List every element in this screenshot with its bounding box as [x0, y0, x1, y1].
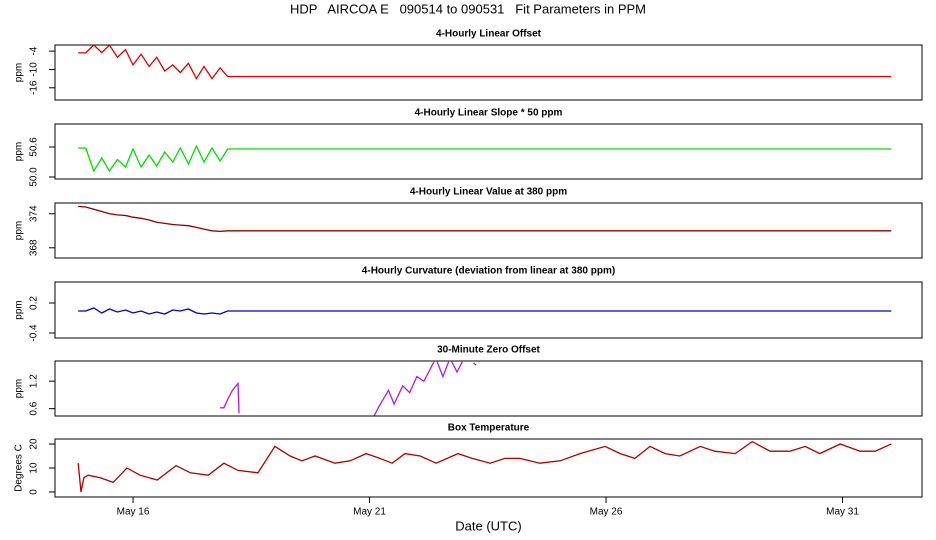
y-tick-label: 0.2 — [29, 296, 40, 310]
panel-title: 4-Hourly Curvature (deviation from linea… — [362, 266, 615, 277]
y-axis-label: ppm — [14, 63, 25, 82]
y-axis-label: ppm — [14, 142, 25, 161]
panel-title: 4-Hourly Linear Slope * 50 ppm — [415, 108, 563, 119]
data-line — [78, 144, 892, 173]
panel-frame — [54, 281, 923, 339]
y-tick-label: -10 — [29, 62, 40, 77]
x-tick-label: May 21 — [353, 507, 386, 518]
y-tick-label: 374 — [29, 205, 40, 222]
y-axis-label: Degrees C — [14, 444, 25, 492]
y-axis-label: ppm — [14, 379, 25, 398]
y-axis-label: ppm — [14, 221, 25, 240]
panel-title: Box Temperature — [448, 423, 530, 434]
y-tick-label: 10 — [29, 462, 40, 474]
y-tick-label: 0.6 — [29, 401, 40, 415]
panel-frame — [54, 360, 923, 417]
panel-frame — [54, 438, 923, 498]
data-line — [220, 361, 477, 416]
panel-title: 4-Hourly Linear Value at 380 ppm — [410, 187, 567, 198]
y-tick-label: 0 — [29, 489, 40, 495]
panel-title: 30-Minute Zero Offset — [437, 345, 540, 356]
y-tick-label: -0.4 — [29, 324, 40, 342]
panel-title: 4-Hourly Linear Offset — [436, 29, 542, 40]
y-tick-label: 368 — [29, 239, 40, 256]
x-tick-label: May 16 — [117, 507, 150, 518]
y-tick-label: 20 — [29, 438, 40, 450]
y-tick-label: 50.0 — [29, 167, 40, 187]
y-tick-label: -4 — [29, 46, 40, 55]
y-tick-label: -16 — [29, 80, 40, 95]
y-tick-label: 50.6 — [29, 137, 40, 157]
data-line — [77, 440, 892, 493]
panel-frame — [54, 44, 923, 101]
data-line — [78, 45, 892, 80]
x-tick-label: May 26 — [590, 507, 623, 518]
y-axis-label: ppm — [14, 300, 25, 319]
x-tick-label: May 31 — [826, 507, 859, 518]
x-axis-label: Date (UTC) — [455, 518, 521, 533]
chart-title: HDP AIRCOA E 090514 to 090531 Fit Parame… — [290, 1, 646, 16]
panel-frame — [54, 202, 923, 259]
data-line — [78, 307, 892, 315]
panel-frame — [54, 123, 923, 180]
y-tick-label: 1.2 — [29, 374, 40, 388]
data-line — [78, 205, 892, 233]
